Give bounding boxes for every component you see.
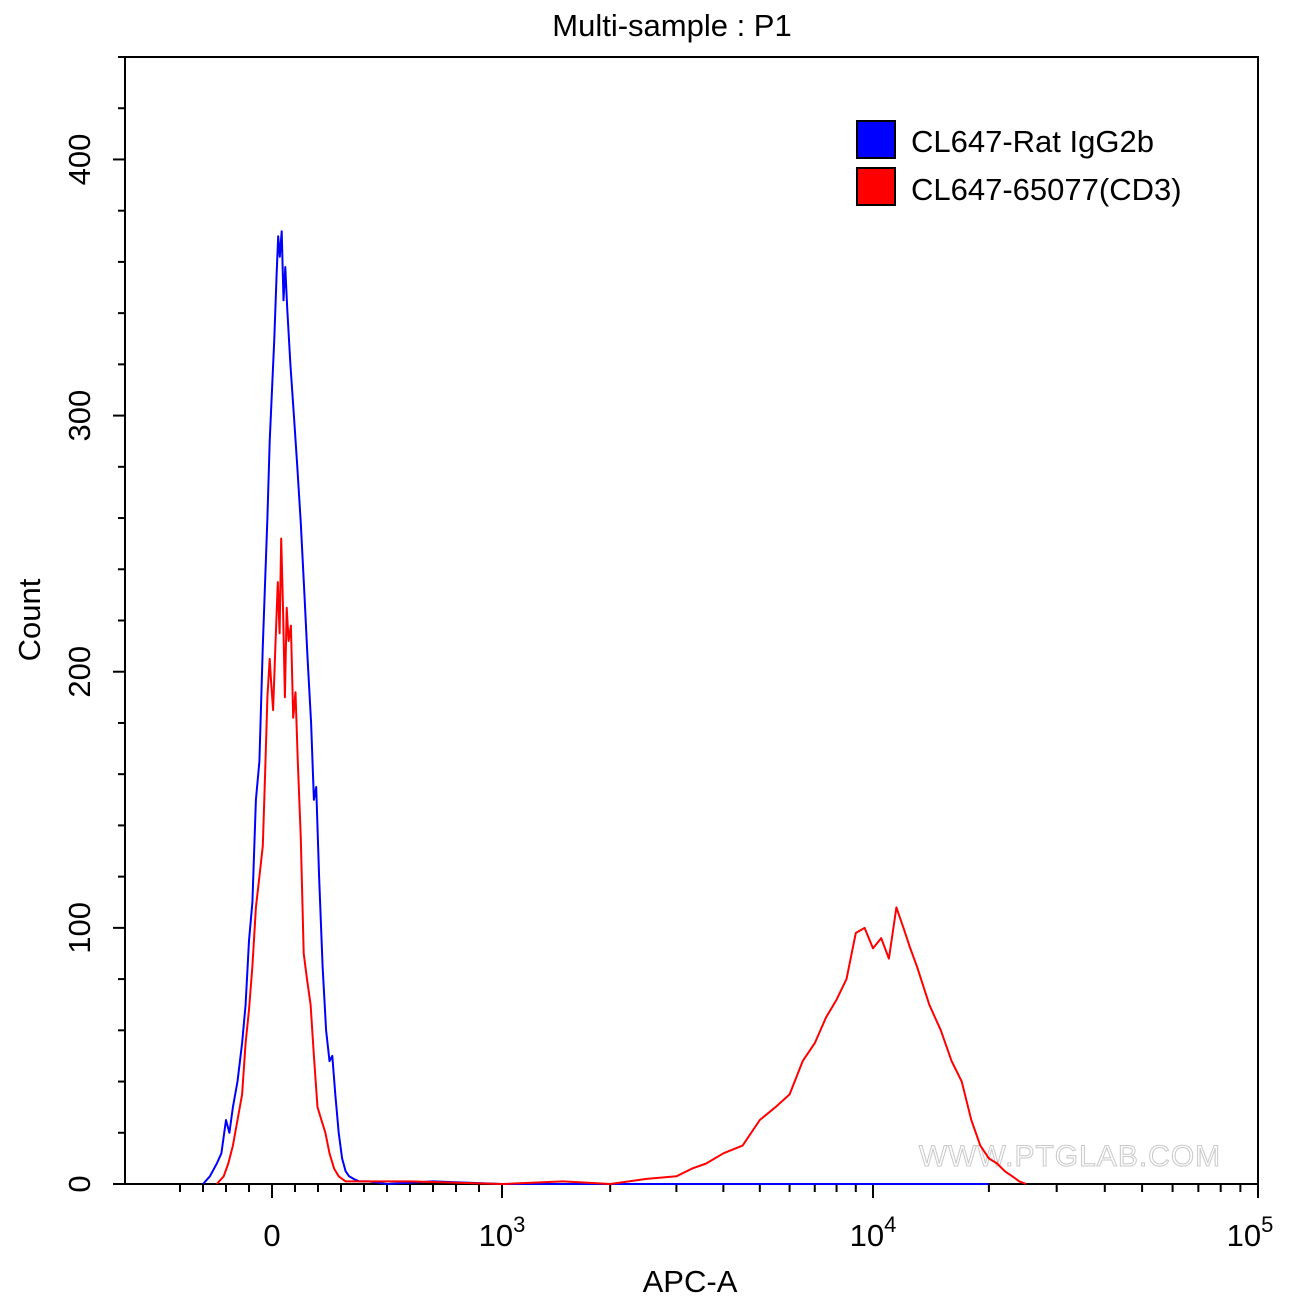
watermark: WWW.PTGLAB.COM [919, 1140, 1221, 1173]
series-layer [202, 230, 1027, 1185]
y-tick-label: 100 [62, 902, 97, 954]
legend-label-cd3: CL647-65077(CD3) [911, 172, 1182, 207]
series-line-1 [216, 537, 1027, 1185]
x-tick-label: 104 [850, 1212, 897, 1253]
y-tick-label: 200 [62, 646, 97, 698]
x-axis-label: APC-A [643, 1264, 738, 1299]
x-tick-label: 103 [479, 1212, 526, 1253]
legend-swatch-isotype [856, 120, 896, 159]
legend-label-isotype: CL647-Rat IgG2b [911, 124, 1154, 159]
plot-frame [124, 56, 1259, 1185]
x-tick-label: 0 [263, 1218, 280, 1253]
y-tick-label: 400 [62, 134, 97, 186]
y-tick-label: 300 [62, 390, 97, 442]
y-axis: 0 100 200 300 400 [62, 56, 125, 1193]
x-tick-label: 105 [1227, 1212, 1274, 1253]
chart-title: Multi-sample : P1 [552, 8, 791, 43]
y-axis-label: Count [12, 578, 47, 661]
legend-swatch-cd3 [856, 167, 896, 206]
series-line-0 [202, 230, 989, 1185]
legend: CL647-Rat IgG2b CL647-65077(CD3) [856, 120, 1182, 207]
y-tick-label: 0 [62, 1175, 97, 1192]
x-axis: 0 103 104 105 [179, 1184, 1274, 1253]
